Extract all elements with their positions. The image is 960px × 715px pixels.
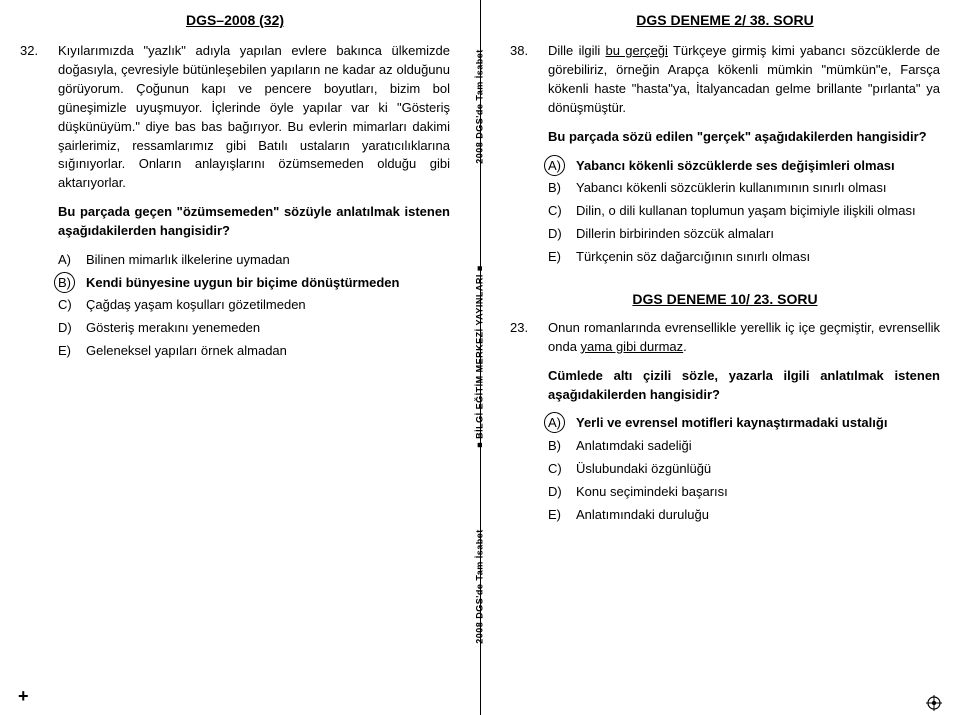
option-text: Anlatımdaki sadeliği	[576, 437, 940, 456]
correct-circle-icon	[544, 412, 565, 433]
passage-underlined: bu gerçeği	[606, 43, 668, 58]
option-letter: A)	[548, 414, 568, 433]
option-letter: A)	[58, 251, 78, 270]
question-prompt: Bu parçada sözü edilen "gerçek" aşağıdak…	[548, 128, 940, 147]
option-text: Kendi bünyesine uygun bir biçime dönüştü…	[86, 274, 450, 293]
option-row: D) Dillerin birbirinden sözcük almaları	[548, 225, 940, 244]
option-letter: B)	[548, 437, 568, 456]
option-letter: A)	[548, 157, 568, 176]
options-list: A) Yabancı kökenli sözcüklerde ses değişi…	[548, 157, 940, 267]
right-column: DGS DENEME 2/ 38. SORU 38. Dille ilgili …	[500, 10, 940, 705]
option-row: A) Yabancı kökenli sözcüklerde ses değişi…	[548, 157, 940, 176]
option-text: Gösteriş merakını yenemeden	[86, 319, 450, 338]
option-row: C) Çağdaş yaşam koşulları gözetilmeden	[58, 296, 450, 315]
option-text: Dilin, o dili kullanan toplumun yaşam bi…	[576, 202, 940, 221]
passage-text: Onun romanlarında evrensellikle yerellik…	[548, 319, 940, 357]
option-row: A) Bilinen mimarlık ilkelerine uymadan	[58, 251, 450, 270]
left-header: DGS–2008 (32)	[20, 10, 450, 30]
question-number: 38.	[510, 42, 538, 270]
option-letter: D)	[548, 483, 568, 502]
option-letter: C)	[58, 296, 78, 315]
left-column: DGS–2008 (32) 32. Kıyılarımızda "yazlık"…	[20, 10, 460, 705]
passage-text: Kıyılarımızda "yazlık" adıyla yapılan ev…	[58, 42, 450, 193]
option-text: Yerli ve evrensel motifleri kaynaştırmad…	[576, 414, 940, 433]
question-prompt: Cümlede altı çizili sözle, yazarla ilgil…	[548, 367, 940, 405]
passage-post: .	[683, 339, 687, 354]
option-text: Bilinen mimarlık ilkelerine uymadan	[86, 251, 450, 270]
passage-text: Dille ilgili bu gerçeği Türkçeye girmiş …	[548, 42, 940, 117]
options-list: A) Bilinen mimarlık ilkelerine uymadan B) K…	[58, 251, 450, 361]
vertical-text-mid: ■ BİLGİ EĞİTİM MERKEZİ YAYINLARI ■	[473, 265, 486, 448]
question-32: 32. Kıyılarımızda "yazlık" adıyla yapıla…	[20, 42, 450, 365]
correct-circle-icon	[54, 272, 75, 293]
option-letter: D)	[58, 319, 78, 338]
right-header-2: DGS DENEME 10/ 23. SORU	[510, 289, 940, 309]
option-row: B) Kendi bünyesine uygun bir biçime dönüş…	[58, 274, 450, 293]
option-text: Geleneksel yapıları örnek almadan	[86, 342, 450, 361]
option-row: A) Yerli ve evrensel motifleri kaynaştırm…	[548, 414, 940, 433]
crop-mark-plus: +	[18, 683, 29, 709]
option-text: Çağdaş yaşam koşulları gözetilmeden	[86, 296, 450, 315]
option-letter: E)	[548, 506, 568, 525]
option-letter: B)	[58, 274, 78, 293]
option-row: C) Üslubundaki özgünlüğü	[548, 460, 940, 479]
correct-circle-icon	[544, 155, 565, 176]
option-row: D) Gösteriş merakını yenemeden	[58, 319, 450, 338]
question-23: 23. Onun romanlarında evrensellikle yere…	[510, 319, 940, 529]
option-row: B) Yabancı kökenli sözcüklerin kullanımın…	[548, 179, 940, 198]
question-number: 23.	[510, 319, 538, 529]
passage-pre: Dille ilgili	[548, 43, 606, 58]
vertical-text-bot: 2008 DGS'de Tam İsabet	[473, 529, 486, 644]
option-letter: D)	[548, 225, 568, 244]
right-header-1: DGS DENEME 2/ 38. SORU	[510, 10, 940, 30]
crop-mark-target-icon	[926, 695, 942, 711]
option-letter: B)	[548, 179, 568, 198]
question-38: 38. Dille ilgili bu gerçeği Türkçeye gir…	[510, 42, 940, 270]
option-text: Konu seçimindeki başarısı	[576, 483, 940, 502]
vertical-text-top: 2008 DGS'de Tam İsabet	[473, 49, 486, 164]
option-text: Yabancı kökenli sözcüklerde ses değişiml…	[576, 157, 940, 176]
option-row: E) Türkçenin söz dağarcığının sınırlı olm…	[548, 248, 940, 267]
option-text: Yabancı kökenli sözcüklerin kullanımının…	[576, 179, 940, 198]
option-row: E) Geleneksel yapıları örnek almadan	[58, 342, 450, 361]
option-text: Dillerin birbirinden sözcük almaları	[576, 225, 940, 244]
question-number: 32.	[20, 42, 48, 365]
option-letter: C)	[548, 202, 568, 221]
option-row: E) Anlatımındaki duruluğu	[548, 506, 940, 525]
question-prompt: Bu parçada geçen "özümsemeden" sözüyle a…	[58, 203, 450, 241]
option-text: Üslubundaki özgünlüğü	[576, 460, 940, 479]
option-row: D) Konu seçimindeki başarısı	[548, 483, 940, 502]
option-letter: C)	[548, 460, 568, 479]
option-letter: E)	[58, 342, 78, 361]
option-row: B) Anlatımdaki sadeliği	[548, 437, 940, 456]
option-row: C) Dilin, o dili kullanan toplumun yaşam …	[548, 202, 940, 221]
option-text: Türkçenin söz dağarcığının sınırlı olmas…	[576, 248, 940, 267]
passage-underlined: yama gibi durmaz	[581, 339, 684, 354]
option-text: Anlatımındaki duruluğu	[576, 506, 940, 525]
options-list: A) Yerli ve evrensel motifleri kaynaştırm…	[548, 414, 940, 524]
option-letter: E)	[548, 248, 568, 267]
